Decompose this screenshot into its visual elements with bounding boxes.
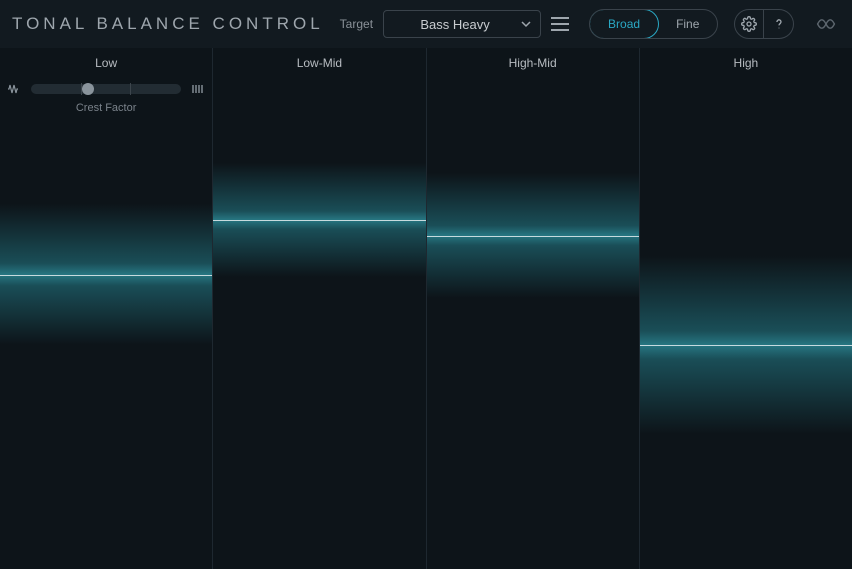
chevron-down-icon: [520, 18, 532, 30]
header-icon-group: [734, 9, 794, 39]
app-title: TONAL BALANCE CONTROL: [12, 14, 324, 34]
zone-high-mid[interactable]: High-Mid: [427, 48, 640, 569]
target-band: [640, 256, 852, 433]
broad-view-button[interactable]: Broad: [589, 9, 659, 39]
target-dropdown[interactable]: Bass Heavy: [383, 10, 541, 38]
zone-low-mid[interactable]: Low-Mid: [213, 48, 426, 569]
target-label: Target: [340, 17, 373, 31]
menu-icon[interactable]: [551, 13, 573, 35]
bars-icon: [191, 82, 205, 96]
help-icon: [771, 16, 787, 32]
zone-low[interactable]: Low: [0, 48, 213, 569]
crest-factor-widget: Crest Factor: [0, 82, 212, 114]
fine-view-button[interactable]: Fine: [658, 10, 717, 38]
izotope-logo-icon[interactable]: [812, 10, 840, 38]
target-selected-value: Bass Heavy: [420, 17, 489, 32]
crest-factor-thumb[interactable]: [82, 83, 94, 95]
zone-label: High: [640, 56, 852, 70]
target-band: [213, 163, 425, 278]
waveform-icon: [7, 82, 21, 96]
settings-button[interactable]: [734, 9, 764, 39]
target-band: [0, 204, 212, 345]
zone-label: High-Mid: [427, 56, 639, 70]
gear-icon: [741, 16, 757, 32]
crest-factor-label: Crest Factor: [76, 102, 137, 114]
help-button[interactable]: [764, 9, 794, 39]
target-band: [427, 173, 639, 298]
zone-label: Low-Mid: [213, 56, 425, 70]
header-bar: TONAL BALANCE CONTROL Target Bass Heavy …: [0, 0, 852, 48]
zone-high[interactable]: High: [640, 48, 852, 569]
view-mode-toggle: Broad Fine: [589, 9, 718, 39]
spectrum-zones: Low: [0, 48, 852, 569]
zone-label: Low: [0, 56, 212, 70]
crest-factor-slider[interactable]: [31, 84, 181, 94]
